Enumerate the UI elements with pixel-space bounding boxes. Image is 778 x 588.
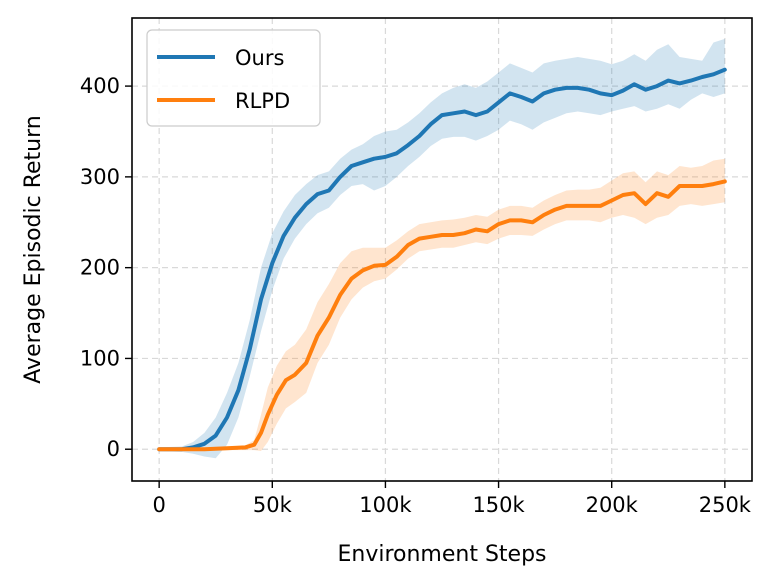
axis-ticks: 0 50k 100k 150k 200k 250k 0 100 200 300 400	[80, 74, 752, 517]
band-rlpd	[159, 158, 725, 451]
y-tick-label: 0	[107, 437, 120, 461]
legend-label-ours: Ours	[235, 46, 284, 70]
x-tick-label: 150k	[472, 493, 525, 517]
x-tick-label: 250k	[699, 493, 752, 517]
y-tick-label: 400	[80, 74, 120, 98]
x-tick-label: 200k	[586, 493, 639, 517]
y-axis-label: Average Episodic Return	[21, 115, 46, 383]
y-tick-label: 200	[80, 256, 120, 280]
legend-box	[146, 29, 321, 127]
x-tick-label: 0	[152, 493, 165, 517]
y-tick-label: 100	[80, 346, 120, 370]
plot-frame	[131, 17, 753, 482]
legend: Ours RLPD	[146, 29, 321, 127]
line-ours	[157, 67, 727, 452]
x-axis-label: Environment Steps	[337, 542, 546, 567]
series-lines	[157, 67, 727, 452]
legend-label-rlpd: RLPD	[235, 89, 290, 113]
line-rlpd	[157, 179, 727, 452]
x-tick-label: 50k	[253, 493, 293, 517]
y-tick-label: 300	[80, 165, 120, 189]
x-tick-label: 100k	[359, 493, 412, 517]
